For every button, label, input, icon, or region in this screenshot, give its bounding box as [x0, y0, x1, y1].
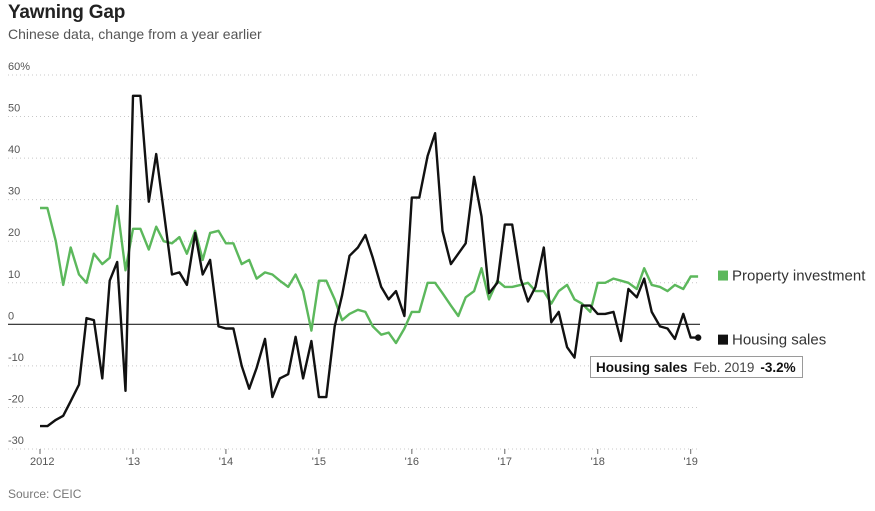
legend-swatch	[718, 334, 728, 345]
tooltip-value: -3.2%	[760, 360, 796, 375]
x-axis-ticks: 2012 '13 '14 '15 '16 '17 '18 '19	[30, 449, 698, 468]
tooltip-series: Housing sales	[596, 360, 688, 375]
legend-swatch	[718, 270, 728, 281]
hover-tooltip: Housing sales Feb. 2019 -3.2%	[590, 356, 803, 378]
y-axis-ticks: -30 -20 -10 0 10 20 30 40 50 60%	[8, 61, 30, 447]
chart-title: Yawning Gap	[8, 2, 126, 23]
tooltip-date: Feb. 2019	[693, 360, 755, 375]
series-line-property-investment	[40, 204, 699, 345]
x-tick-label: '19	[684, 456, 698, 468]
chart-subtitle: Chinese data, change from a year earlier	[8, 26, 262, 42]
y-tick-label: 10	[8, 269, 20, 281]
x-tick-label: '16	[405, 456, 419, 468]
series-lines	[40, 94, 702, 428]
x-tick-label: '17	[498, 456, 512, 468]
x-tick-label: '18	[591, 456, 605, 468]
y-tick-label: 0	[8, 310, 14, 322]
y-tick-label: 40	[8, 144, 20, 156]
y-tick-label: -30	[8, 435, 24, 447]
y-tick-label: 60%	[8, 61, 30, 73]
series-line-housing-sales	[40, 94, 699, 428]
source-note: Source: CEIC	[8, 487, 82, 501]
legend: Property investment Housing sales	[718, 268, 866, 349]
legend-label: Housing sales	[732, 332, 826, 349]
grid-lines	[8, 74, 700, 450]
x-tick-label: 2012	[30, 456, 54, 468]
y-tick-label: 30	[8, 186, 20, 198]
y-tick-label: 50	[8, 103, 20, 115]
x-tick-label: '13	[126, 456, 140, 468]
y-tick-label: -10	[8, 352, 24, 364]
x-tick-label: '14	[219, 456, 233, 468]
legend-label: Property investment	[732, 268, 866, 285]
highlight-point	[694, 334, 702, 341]
y-tick-label: -20	[8, 393, 24, 405]
y-tick-label: 20	[8, 227, 20, 239]
x-tick-label: '15	[312, 456, 326, 468]
